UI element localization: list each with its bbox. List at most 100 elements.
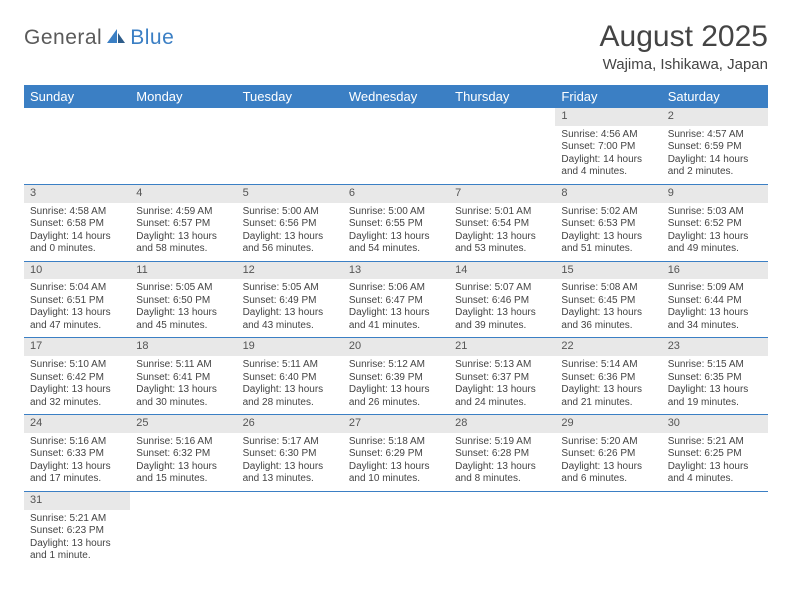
cell-line: Sunset: 6:41 PM: [136, 372, 230, 385]
day-number: 24: [24, 415, 130, 433]
cell-line: Sunrise: 5:14 AM: [561, 359, 655, 372]
calendar-cell: 20Sunrise: 5:12 AMSunset: 6:39 PMDayligh…: [343, 338, 449, 415]
calendar-cell: [343, 491, 449, 567]
cell-line: and 43 minutes.: [243, 320, 337, 333]
cell-line: Daylight: 13 hours: [243, 307, 337, 320]
cell-line: Sunrise: 5:00 AM: [349, 206, 443, 219]
calendar-cell: 26 Sunrise: 5:17 AMSunset: 6:30 PMDayligh…: [237, 415, 343, 492]
calendar-cell: 25Sunrise: 5:16 AMSunset: 6:32 PMDayligh…: [130, 415, 236, 492]
day-number: 16: [662, 262, 768, 280]
day-number: 19: [237, 338, 343, 356]
cell-line: Daylight: 13 hours: [136, 461, 230, 474]
cell-line: and 32 minutes.: [30, 397, 124, 410]
calendar-cell: 22Sunrise: 5:14 AMSunset: 6:36 PMDayligh…: [555, 338, 661, 415]
cell-line: Daylight: 13 hours: [30, 307, 124, 320]
day-number: 13: [343, 262, 449, 280]
day-number: 26: [237, 415, 343, 433]
cell-line: Sunrise: 5:05 AM: [243, 282, 337, 295]
cell-line: Sunset: 6:36 PM: [561, 372, 655, 385]
day-number: 27: [343, 415, 449, 433]
calendar-cell: 2Sunrise: 4:57 AMSunset: 6:59 PMDaylight…: [662, 108, 768, 184]
cell-line: Sunrise: 5:07 AM: [455, 282, 549, 295]
cell-line: and 17 minutes.: [30, 473, 124, 486]
cell-line: Sunset: 6:39 PM: [349, 372, 443, 385]
cell-line: Sunrise: 5:09 AM: [668, 282, 762, 295]
calendar-cell: 31Sunrise: 5:21 AMSunset: 6:23 PMDayligh…: [24, 491, 130, 567]
cell-line: Sunrise: 5:21 AM: [668, 436, 762, 449]
calendar-cell: 5Sunrise: 5:00 AMSunset: 6:56 PMDaylight…: [237, 184, 343, 261]
logo-word2: Blue: [130, 26, 174, 50]
weekday-header: Saturday: [662, 85, 768, 108]
day-number: 3: [24, 185, 130, 203]
cell-line: Sunset: 6:35 PM: [668, 372, 762, 385]
cell-line: and 54 minutes.: [349, 243, 443, 256]
cell-line: Sunrise: 4:59 AM: [136, 206, 230, 219]
cell-line: and 15 minutes.: [136, 473, 230, 486]
calendar-cell: [130, 108, 236, 184]
calendar-cell: 4Sunrise: 4:59 AMSunset: 6:57 PMDaylight…: [130, 184, 236, 261]
cell-line: Sunset: 6:30 PM: [243, 448, 337, 461]
cell-line: Daylight: 13 hours: [455, 231, 549, 244]
cell-line: Daylight: 13 hours: [455, 307, 549, 320]
day-number: 14: [449, 262, 555, 280]
cell-line: Sunset: 6:55 PM: [349, 218, 443, 231]
calendar-cell: [449, 491, 555, 567]
calendar-cell: 6Sunrise: 5:00 AMSunset: 6:55 PMDaylight…: [343, 184, 449, 261]
cell-line: and 6 minutes.: [561, 473, 655, 486]
cell-line: Sunrise: 5:02 AM: [561, 206, 655, 219]
cell-line: and 45 minutes.: [136, 320, 230, 333]
day-number: 21: [449, 338, 555, 356]
cell-line: Sunset: 6:47 PM: [349, 295, 443, 308]
cell-line: Sunset: 6:52 PM: [668, 218, 762, 231]
calendar-page: General Blue August 2025 Wajima, Ishikaw…: [0, 0, 792, 588]
calendar-cell: 10Sunrise: 5:04 AMSunset: 6:51 PMDayligh…: [24, 261, 130, 338]
cell-line: and 30 minutes.: [136, 397, 230, 410]
calendar-cell: [237, 108, 343, 184]
cell-line: and 0 minutes.: [30, 243, 124, 256]
cell-line: Daylight: 13 hours: [349, 461, 443, 474]
calendar-body: 1Sunrise: 4:56 AMSunset: 7:00 PMDaylight…: [24, 108, 768, 568]
cell-line: Sunrise: 5:08 AM: [561, 282, 655, 295]
page-header: General Blue August 2025 Wajima, Ishikaw…: [24, 20, 768, 73]
cell-line: Sunrise: 5:16 AM: [136, 436, 230, 449]
calendar-cell: 19Sunrise: 5:11 AMSunset: 6:40 PMDayligh…: [237, 338, 343, 415]
cell-line: and 53 minutes.: [455, 243, 549, 256]
cell-line: Sunset: 6:32 PM: [136, 448, 230, 461]
cell-line: Sunrise: 5:11 AM: [243, 359, 337, 372]
day-number: 11: [130, 262, 236, 280]
weekday-header: Thursday: [449, 85, 555, 108]
cell-line: and 49 minutes.: [668, 243, 762, 256]
day-number: 18: [130, 338, 236, 356]
cell-line: Daylight: 13 hours: [243, 384, 337, 397]
cell-line: Sunset: 6:25 PM: [668, 448, 762, 461]
cell-line: Sunset: 6:45 PM: [561, 295, 655, 308]
calendar-cell: [130, 491, 236, 567]
weekday-header: Sunday: [24, 85, 130, 108]
weekday-header: Wednesday: [343, 85, 449, 108]
cell-line: and 58 minutes.: [136, 243, 230, 256]
cell-line: Daylight: 13 hours: [668, 231, 762, 244]
cell-line: Daylight: 14 hours: [30, 231, 124, 244]
cell-line: Sunset: 6:53 PM: [561, 218, 655, 231]
cell-line: Sunrise: 4:57 AM: [668, 129, 762, 142]
cell-line: and 10 minutes.: [349, 473, 443, 486]
cell-line: and 24 minutes.: [455, 397, 549, 410]
calendar-cell: 27Sunrise: 5:18 AMSunset: 6:29 PMDayligh…: [343, 415, 449, 492]
cell-line: Daylight: 13 hours: [561, 384, 655, 397]
day-number: 1: [555, 108, 661, 126]
cell-line: and 39 minutes.: [455, 320, 549, 333]
calendar-cell: [662, 491, 768, 567]
cell-line: Sunrise: 5:17 AM: [243, 436, 337, 449]
calendar-cell: 30 Sunrise: 5:21 AMSunset: 6:25 PMDayligh…: [662, 415, 768, 492]
cell-line: Sunset: 6:29 PM: [349, 448, 443, 461]
cell-line: Sunset: 6:59 PM: [668, 141, 762, 154]
calendar-table: SundayMondayTuesdayWednesdayThursdayFrid…: [24, 85, 768, 568]
cell-line: Sunrise: 5:15 AM: [668, 359, 762, 372]
cell-line: Sunset: 6:23 PM: [30, 525, 124, 538]
cell-line: Daylight: 13 hours: [668, 307, 762, 320]
calendar-cell: 11Sunrise: 5:05 AMSunset: 6:50 PMDayligh…: [130, 261, 236, 338]
cell-line: Daylight: 13 hours: [243, 461, 337, 474]
cell-line: Daylight: 13 hours: [668, 461, 762, 474]
day-number: 30: [662, 415, 768, 433]
day-number: 10: [24, 262, 130, 280]
